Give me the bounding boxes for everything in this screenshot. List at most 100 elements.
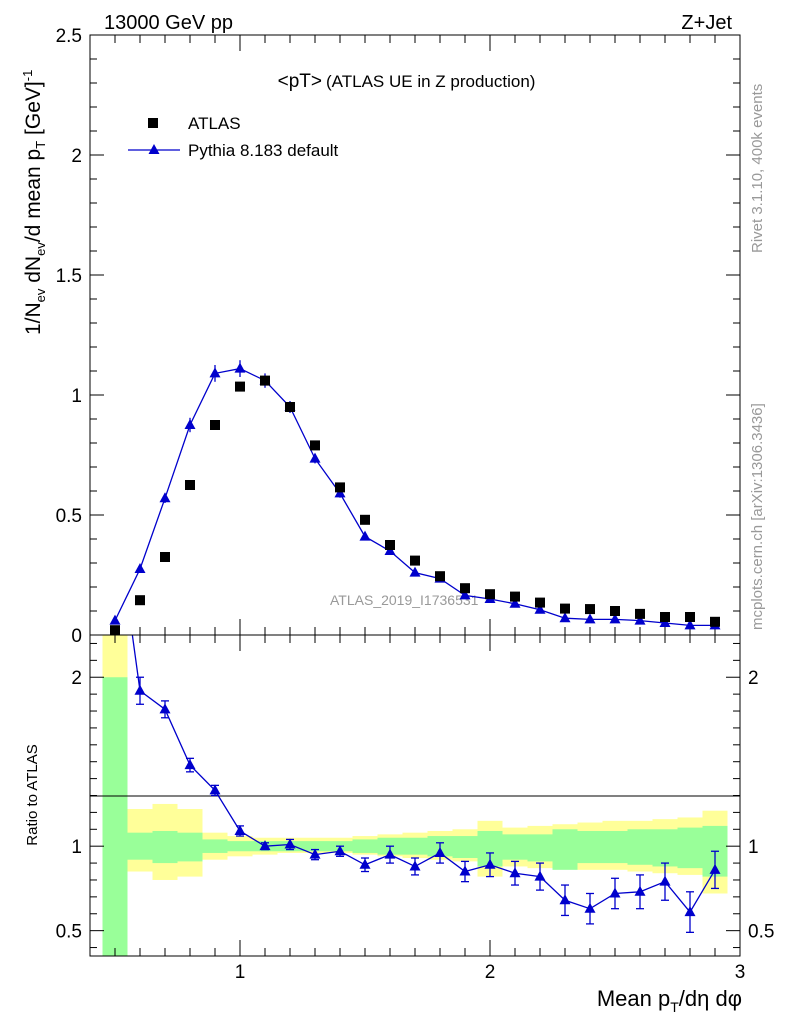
pythia-point [459, 589, 471, 600]
atlas-point [260, 375, 270, 386]
ratio-point [484, 858, 496, 869]
pythia-point [534, 603, 546, 614]
atlas-point [560, 603, 570, 614]
ratio-point [359, 858, 371, 869]
ratio-y-tick-label: 1 [71, 837, 82, 858]
main-atlas-series [110, 375, 720, 636]
ratio-point [259, 840, 271, 851]
legend-pythia-marker [148, 144, 160, 154]
band-segment [452, 836, 478, 859]
atlas-point [110, 625, 120, 636]
plot-title: <pT> [278, 71, 322, 92]
pythia-point [609, 613, 621, 624]
pythia-point [109, 614, 121, 625]
atlas-point [385, 540, 395, 550]
pythia-point [634, 614, 646, 625]
band-segment [352, 839, 378, 853]
atlas-point [185, 480, 195, 490]
ratio-point [159, 703, 171, 714]
pythia-point [234, 362, 246, 373]
ratio-point [509, 867, 521, 878]
pythia-point [684, 619, 696, 630]
ratio-y-ticks: 0.5 0.5 1 1 2 2 [56, 642, 774, 949]
band-segment [102, 677, 128, 956]
main-y-tick-label: 0.5 [56, 506, 82, 527]
ratio-point [409, 860, 421, 871]
ratio-y-tick-label: 0.5 [56, 922, 82, 943]
process-label: Z+Jet [681, 12, 732, 34]
rivet-label: Rivet 3.1.10, 400k events [749, 84, 766, 253]
atlas-point [135, 595, 145, 606]
legend-atlas-label: ATLAS [188, 114, 241, 133]
main-y-axis-label: 1/Nev dNev/d mean pT [GeV]-1 [20, 70, 48, 335]
legend-pythia-label: Pythia 8.183 default [188, 141, 339, 160]
ratio-y-tick-label-right: 0.5 [748, 922, 774, 943]
band-segment [177, 832, 203, 862]
atlas-point [335, 482, 345, 493]
atlas-point [435, 571, 445, 582]
pythia-point [359, 530, 371, 541]
ratio-x-ticks: 1 2 3 [114, 635, 746, 983]
main-y-tick-label: 2 [71, 146, 82, 167]
atlas-point [685, 612, 695, 622]
band-segment [302, 841, 328, 852]
plot-subtitle: (ATLAS UE in Z production) [326, 72, 535, 91]
atlas-point [460, 583, 470, 594]
main-y-tick-label: 2.5 [56, 26, 82, 47]
ratio-point [459, 865, 471, 876]
atlas-point [160, 552, 170, 562]
ratio-pythia-series [131, 635, 721, 933]
pythia-point [509, 597, 521, 608]
atlas-point [535, 597, 545, 608]
main-y-tick-label: 1.5 [56, 266, 82, 287]
x-tick-label: 3 [735, 962, 746, 983]
atlas-point [660, 612, 670, 622]
band-segment [552, 829, 578, 870]
pythia-point [209, 367, 221, 378]
ratio-point [309, 848, 321, 859]
band-segment [127, 832, 153, 860]
atlas-point [210, 420, 220, 430]
atlas-point [310, 440, 320, 451]
x-tick-label: 1 [235, 962, 246, 983]
atlas-point [235, 381, 245, 392]
atlas-point [410, 555, 420, 566]
band-segment [152, 830, 178, 864]
band-segment [652, 829, 678, 867]
band-segment [677, 827, 703, 869]
ratio-point [634, 885, 646, 896]
x-axis-label: Mean pT/dη dφ [597, 986, 742, 1015]
main-y-tick-label: 0 [71, 626, 82, 647]
pythia-point [159, 492, 171, 503]
atlas-point [610, 606, 620, 616]
ratio-y-tick-label-right: 1 [748, 837, 759, 858]
ratio-point [234, 824, 246, 835]
ratio-y-axis-label: Ratio to ATLAS [24, 744, 41, 845]
band-segment [402, 837, 428, 855]
atlas-point [485, 589, 495, 600]
ratio-point [284, 838, 296, 849]
x-tick-label: 2 [485, 962, 496, 983]
ratio-point [184, 759, 196, 770]
band-segment [227, 841, 253, 852]
atlas-point [585, 604, 595, 615]
ratio-point [659, 875, 671, 886]
atlas-point [635, 608, 645, 619]
watermark: ATLAS_2019_I1736531 [330, 592, 479, 608]
energy-label: 13000 GeV pp [104, 12, 233, 34]
main-x-ticks [114, 35, 741, 635]
pythia-point [309, 452, 321, 463]
mcplots-label: mcplots.cern.ch [arXiv:1306.3436] [749, 403, 766, 630]
main-pythia-series [109, 360, 721, 630]
ratio-y-tick-label-right: 2 [748, 668, 759, 689]
pythia-point [134, 563, 146, 573]
legend-atlas-marker [148, 118, 158, 128]
band-segment [602, 830, 628, 864]
pythia-point [584, 613, 596, 624]
atlas-point [285, 402, 295, 412]
band-segment [202, 839, 228, 853]
ratio-point [584, 902, 596, 913]
band-segment [627, 829, 653, 865]
ratio-point [384, 848, 396, 859]
